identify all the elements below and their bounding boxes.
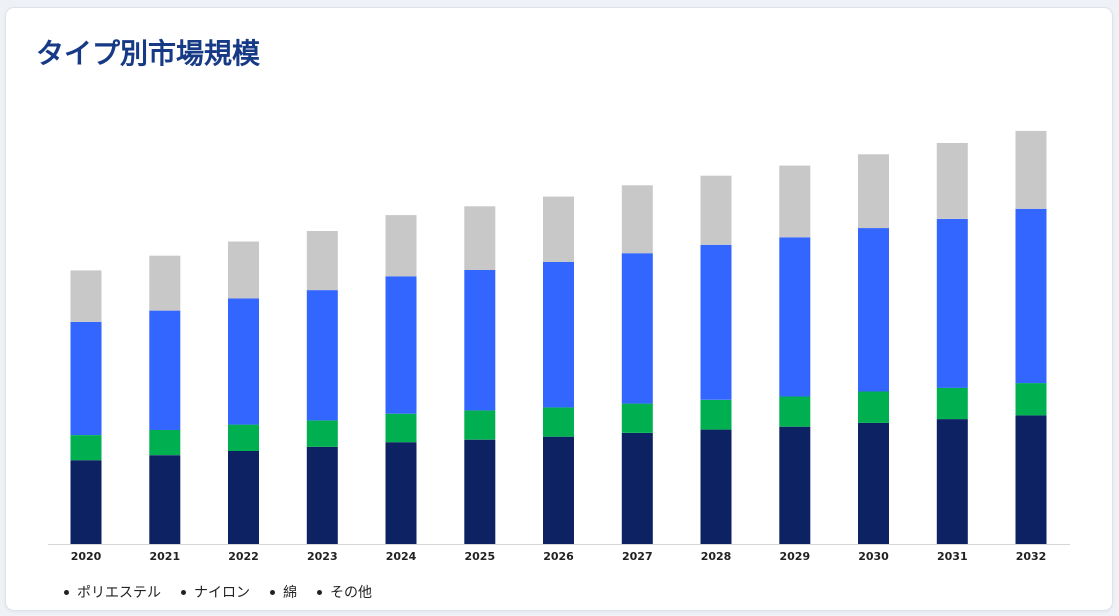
- bar-segment-2027-series-4: [621, 185, 653, 254]
- x-tick-labels: 2020 2021 2022 2023 2024 2025 2026 2027 2028 2029…: [71, 550, 1047, 563]
- bar-segment-2024-series-3: [385, 276, 417, 414]
- bar-segment-2030-series-1: [858, 422, 889, 544]
- bar-segment-2023-series-2: [306, 420, 338, 447]
- bar-segment-2024-series-1: [385, 442, 417, 544]
- x-tick-label: 2025: [464, 550, 495, 563]
- bar-segment-2020-series-3: [70, 321, 102, 435]
- legend-item: ナイロン: [181, 582, 250, 602]
- x-tick-label: 2031: [937, 550, 968, 563]
- bar-segment-2024-series-4: [385, 215, 417, 277]
- bar-segment-2022-series-3: [228, 298, 259, 425]
- bar-segment-2029-series-2: [779, 396, 811, 427]
- bar-segment-2029-series-1: [779, 426, 811, 544]
- legend-bullet-icon: [270, 589, 275, 595]
- x-tick-label: 2026: [543, 550, 574, 563]
- bar-segment-2030-series-3: [858, 228, 889, 392]
- bar-segment-2021-series-1: [149, 455, 181, 544]
- bar-segment-2025-series-1: [464, 439, 496, 544]
- bar-segment-2025-series-3: [464, 270, 496, 411]
- bar-segment-2025-series-2: [464, 410, 496, 440]
- page-title: タイプ別市場規模: [36, 37, 261, 70]
- bar-segment-2021-series-2: [149, 430, 181, 456]
- bar-segment-2021-series-3: [149, 310, 181, 430]
- bar-segment-2032-series-2: [1015, 383, 1047, 416]
- bar-segment-2020-series-4: [70, 270, 102, 322]
- bar-segment-2021-series-4: [149, 255, 181, 311]
- bar-segment-2023-series-3: [306, 290, 338, 421]
- bar-segment-2029-series-4: [779, 165, 811, 238]
- x-tick-label: 2023: [307, 550, 338, 563]
- bar-segment-2026-series-3: [543, 262, 574, 408]
- bar-segment-2028-series-2: [700, 399, 732, 430]
- x-tick-label: 2022: [228, 550, 259, 563]
- bar-segment-2025-series-4: [464, 206, 496, 270]
- x-tick-label: 2030: [858, 550, 889, 563]
- x-tick-label: 2027: [622, 550, 653, 563]
- x-tick-label: 2020: [71, 550, 102, 563]
- legend-item: その他: [317, 582, 372, 602]
- bar-segment-2023-series-4: [306, 231, 338, 291]
- bar-segment-2027-series-3: [621, 253, 653, 404]
- legend: ポリエステル ナイロン 綿 その他: [64, 582, 372, 602]
- bar-segment-2028-series-4: [700, 175, 732, 245]
- bar-segment-2032-series-3: [1015, 208, 1047, 384]
- bar-segment-2032-series-1: [1015, 415, 1047, 544]
- x-tick-label: 2024: [386, 550, 417, 563]
- x-tick-label: 2032: [1016, 550, 1047, 563]
- bar-segment-2022-series-1: [228, 451, 259, 544]
- legend-bullet-icon: [64, 589, 69, 595]
- bar-segment-2026-series-4: [543, 196, 574, 262]
- bar-segment-2026-series-1: [543, 436, 574, 544]
- x-tick-label: 2029: [779, 550, 810, 563]
- legend-bullet-icon: [317, 589, 322, 595]
- bar-segment-2022-series-4: [228, 241, 259, 299]
- bar-segment-2031-series-3: [936, 218, 968, 388]
- bar-segment-2027-series-2: [621, 403, 653, 433]
- bar-segment-2029-series-3: [779, 237, 811, 397]
- bar-segment-2023-series-1: [306, 446, 338, 544]
- bar-segment-2024-series-2: [385, 413, 417, 443]
- bar-segment-2020-series-1: [70, 460, 102, 544]
- bar-segment-2022-series-2: [228, 424, 259, 451]
- legend-bullet-icon: [181, 589, 186, 595]
- x-tick-label: 2021: [149, 550, 180, 563]
- bar-segment-2020-series-2: [70, 435, 102, 461]
- bar-segment-2030-series-2: [858, 391, 889, 423]
- bar-segment-2028-series-3: [700, 244, 732, 400]
- stacked-bar-chart: 2020 2021 2022 2023 2024 2025 2026 2027 2028 2029…: [48, 130, 1070, 563]
- bar-segment-2031-series-2: [936, 387, 968, 420]
- legend-item: 綿: [270, 582, 297, 602]
- legend-label: ナイロン: [194, 585, 250, 601]
- bar-segment-2028-series-1: [700, 429, 732, 544]
- legend-label: その他: [330, 585, 372, 601]
- legend-label: 綿: [283, 585, 297, 601]
- bar-segment-2031-series-1: [936, 419, 968, 544]
- legend-label: ポリエステル: [77, 585, 161, 601]
- bar-segment-2027-series-1: [621, 433, 653, 544]
- bars-layer: [70, 130, 1047, 544]
- bar-segment-2031-series-4: [936, 143, 968, 219]
- x-tick-label: 2028: [701, 550, 732, 563]
- bar-segment-2032-series-4: [1015, 130, 1047, 209]
- chart-card: タイプ別市場規模 2020 2021 2022 2023 2024 2025 2026 202…: [6, 8, 1112, 610]
- legend-item: ポリエステル: [64, 582, 161, 602]
- bar-segment-2026-series-2: [543, 407, 574, 437]
- bar-segment-2030-series-4: [858, 154, 889, 228]
